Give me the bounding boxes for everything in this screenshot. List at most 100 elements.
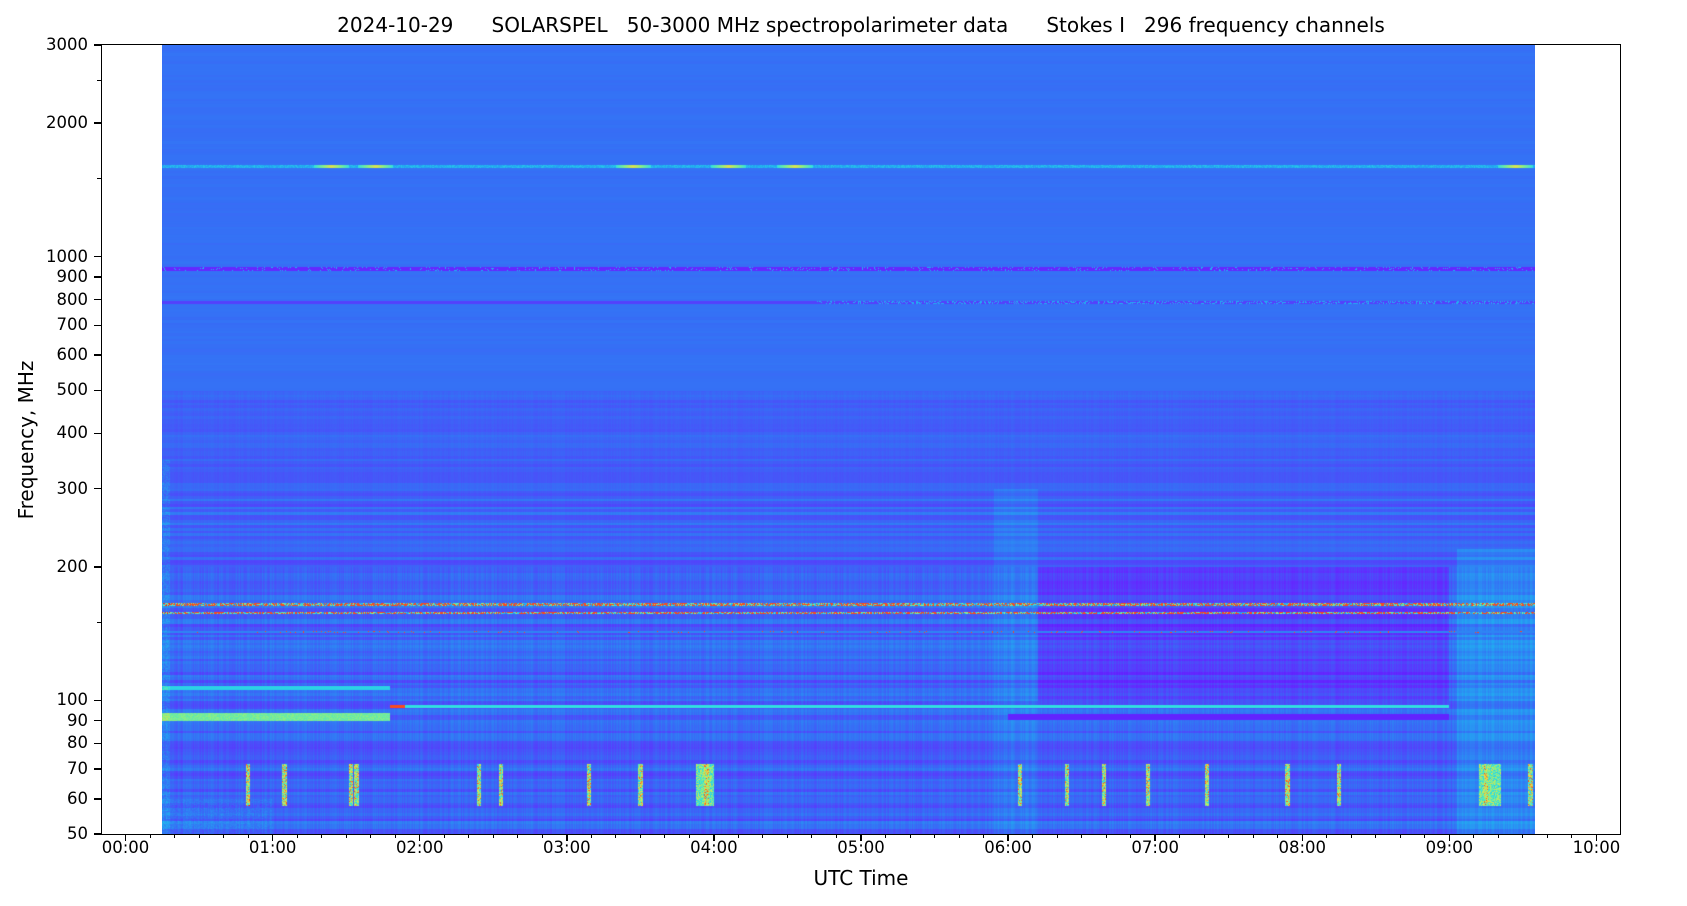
spectrogram-image: [162, 45, 1535, 834]
x-minor-tick: [1032, 834, 1034, 838]
x-tick-label: 07:00: [1131, 838, 1179, 857]
x-minor-tick: [149, 834, 151, 838]
y-tick-label: 100: [56, 690, 89, 710]
x-tick-label: 06:00: [984, 838, 1032, 857]
x-minor-tick: [885, 834, 886, 838]
x-major-tick: [1007, 834, 1009, 841]
x-minor-tick: [394, 834, 396, 838]
y-tick-label: 1000: [46, 246, 88, 266]
x-minor-tick: [1203, 834, 1205, 838]
x-minor-tick: [321, 834, 323, 838]
x-tick-label: 02:00: [395, 838, 444, 857]
y-major-tick: [94, 833, 101, 835]
x-minor-tick: [1546, 834, 1548, 838]
x-minor-tick: [688, 834, 690, 838]
x-minor-tick: [1081, 834, 1083, 838]
x-minor-tick: [1522, 834, 1524, 838]
x-minor-tick: [639, 834, 641, 838]
x-minor-tick: [492, 834, 494, 838]
x-minor-tick: [1571, 834, 1573, 838]
x-minor-tick: [934, 834, 936, 838]
x-major-tick: [860, 834, 862, 841]
x-minor-tick: [370, 834, 372, 838]
y-tick-label: 60: [67, 788, 88, 808]
y-major-tick: [94, 742, 101, 745]
x-major-tick: [1595, 834, 1598, 841]
x-minor-tick: [1056, 834, 1058, 838]
x-tick-label: 00:00: [101, 838, 150, 857]
x-axis-label: UTC Time: [813, 866, 909, 890]
y-major-tick: [94, 719, 101, 722]
x-minor-tick: [223, 834, 225, 838]
x-major-tick: [1448, 834, 1451, 841]
x-tick-label: 01:00: [248, 838, 297, 857]
y-tick-label: 300: [56, 478, 89, 498]
y-major-tick: [94, 389, 101, 392]
x-minor-tick: [1350, 834, 1352, 838]
y-major-tick: [94, 324, 101, 327]
x-minor-tick: [247, 834, 249, 838]
y-major-tick: [94, 487, 101, 490]
x-minor-tick: [1105, 834, 1107, 838]
x-minor-tick: [590, 834, 592, 838]
x-minor-tick: [835, 834, 837, 838]
y-tick-label: 70: [67, 759, 88, 779]
y-tick-label: 200: [56, 556, 89, 576]
x-minor-tick: [174, 834, 176, 838]
x-minor-tick: [762, 834, 764, 838]
x-minor-tick: [541, 834, 543, 838]
x-minor-tick: [664, 834, 666, 838]
y-tick-label: 50: [67, 824, 88, 843]
y-major-tick: [94, 432, 101, 435]
y-minor-tick: [97, 621, 101, 623]
y-tick-label: 700: [56, 315, 89, 335]
y-tick-label: 500: [56, 380, 89, 400]
x-minor-tick: [1252, 834, 1254, 838]
x-minor-tick: [1473, 834, 1475, 838]
x-tick-label: 10:00: [1572, 838, 1621, 857]
y-axis-label: Frequency, MHz: [14, 360, 38, 520]
x-minor-tick: [983, 834, 985, 838]
x-minor-tick: [345, 834, 347, 838]
y-major-tick: [94, 798, 101, 800]
x-major-tick: [713, 834, 715, 841]
y-tick-label: 900: [56, 267, 89, 286]
x-minor-tick: [811, 834, 813, 838]
x-major-tick: [566, 834, 568, 841]
y-minor-tick: [97, 178, 101, 180]
x-tick-label: 04:00: [690, 838, 738, 857]
y-major-tick: [94, 566, 101, 568]
chart-title: 2024-10-29 SOLARSPEL 50-3000 MHz spectro…: [337, 13, 1385, 37]
x-minor-tick: [1375, 834, 1377, 838]
x-tick-label: 09:00: [1425, 838, 1474, 857]
x-minor-tick: [1228, 834, 1230, 838]
y-major-tick: [94, 354, 101, 356]
x-major-tick: [1301, 834, 1304, 841]
y-major-tick: [94, 255, 101, 258]
y-tick-label: 90: [67, 710, 88, 730]
x-minor-tick: [1424, 834, 1426, 838]
x-minor-tick: [1399, 834, 1401, 838]
x-minor-tick: [517, 834, 519, 838]
x-minor-tick: [958, 834, 960, 838]
x-minor-tick: [615, 834, 617, 838]
x-minor-tick: [1277, 834, 1279, 838]
x-minor-tick: [1497, 834, 1499, 838]
x-minor-tick: [198, 834, 200, 838]
x-minor-tick: [1179, 834, 1181, 838]
y-major-tick: [94, 298, 101, 301]
x-major-tick: [124, 834, 127, 841]
x-major-tick: [418, 834, 421, 841]
y-tick-label: 400: [56, 423, 89, 443]
plot-area: [102, 45, 1620, 834]
y-tick-label: 800: [56, 289, 89, 309]
x-minor-tick: [443, 834, 445, 838]
y-major-tick: [94, 276, 101, 278]
x-minor-tick: [909, 834, 911, 838]
y-tick-label: 600: [56, 345, 89, 365]
y-tick-label: 3000: [46, 35, 88, 54]
x-minor-tick: [737, 834, 739, 838]
x-tick-label: 05:00: [837, 838, 885, 857]
y-major-tick: [94, 768, 101, 770]
x-minor-tick: [786, 834, 788, 838]
